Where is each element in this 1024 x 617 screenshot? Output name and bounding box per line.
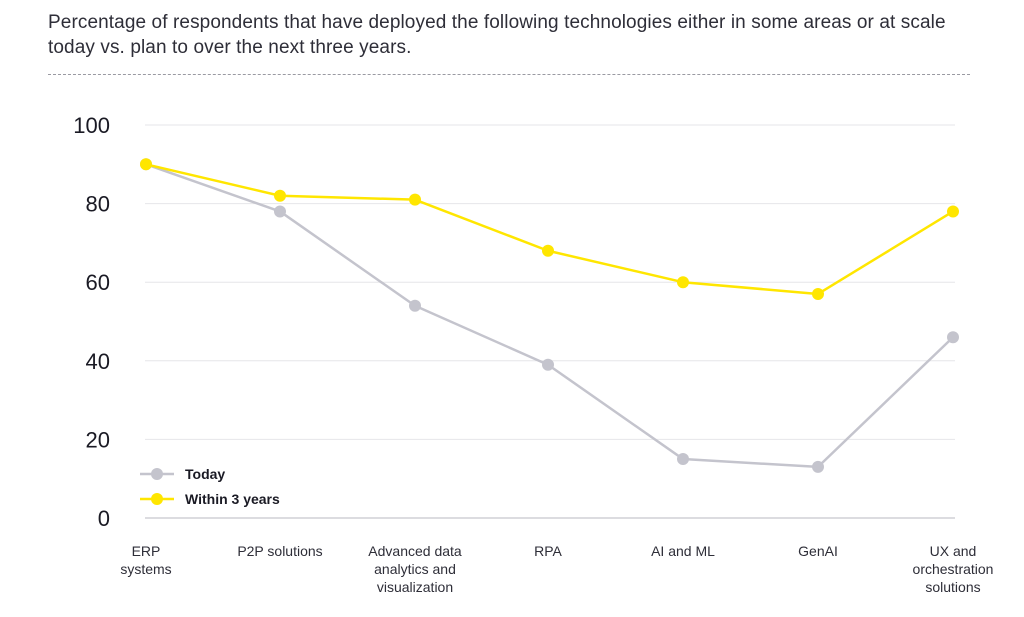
y-tick-label: 100 — [73, 113, 110, 138]
x-tick-label: Advanced data analytics and visualization — [368, 543, 462, 595]
x-tick-label: UX and orchestration solutions — [913, 543, 994, 595]
legend-label-today: Today — [185, 466, 225, 482]
data-point-today — [677, 453, 689, 466]
chart-title: Percentage of respondents that have depl… — [48, 12, 946, 58]
y-tick-label: 60 — [86, 270, 110, 295]
title-divider — [48, 74, 970, 75]
data-point-today — [947, 331, 959, 344]
data-point-within-3-years — [677, 276, 689, 289]
y-tick-label: 80 — [86, 192, 110, 217]
data-point-today — [812, 460, 824, 473]
data-point-today — [409, 299, 421, 312]
y-tick-label: 0 — [98, 506, 110, 531]
x-tick-label: RPA — [534, 543, 562, 559]
data-point-within-3-years — [140, 158, 152, 171]
legend-swatch-marker-within-3-years — [151, 493, 163, 505]
data-point-today — [274, 205, 286, 218]
data-point-today — [542, 358, 554, 371]
data-point-within-3-years — [947, 205, 959, 218]
data-point-within-3-years — [274, 189, 286, 202]
x-tick-label: P2P solutions — [237, 543, 322, 559]
x-tick-label: AI and ML — [651, 543, 715, 559]
legend-swatch-marker-today — [151, 468, 163, 480]
y-tick-label: 20 — [86, 427, 110, 452]
y-tick-label: 40 — [86, 349, 110, 374]
legend-label-within-3-years: Within 3 years — [185, 491, 280, 507]
data-point-within-3-years — [812, 287, 824, 300]
series-line-within-3-years — [145, 163, 954, 296]
data-point-within-3-years — [409, 193, 421, 206]
x-tick-label: ERP systems — [120, 543, 171, 577]
data-point-within-3-years — [542, 244, 554, 257]
x-tick-label: GenAI — [798, 543, 838, 559]
series-line-today — [145, 163, 954, 469]
